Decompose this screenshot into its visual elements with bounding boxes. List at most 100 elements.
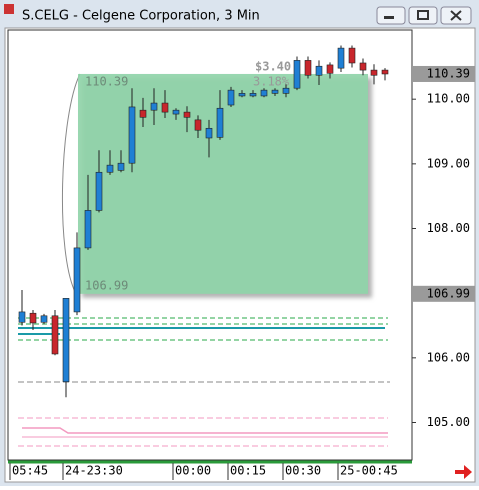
candle [150, 88, 158, 126]
candle [84, 174, 92, 250]
price-tag-label: 110.39 [427, 66, 470, 80]
candle-body [84, 210, 92, 249]
box-change: $3.40 [255, 59, 291, 73]
candle-body [128, 106, 136, 164]
candle [95, 150, 103, 213]
close-icon [450, 10, 462, 21]
x-tick-label: 25-00:45 [340, 464, 398, 478]
candle-body [326, 64, 334, 74]
level-line [22, 427, 388, 434]
candle [172, 108, 180, 120]
window-buttons[interactable] [376, 6, 472, 25]
measure-box [78, 73, 368, 294]
y-tick-label: 109.00 [427, 156, 470, 170]
candle-body [183, 111, 191, 118]
x-tick-label: 00:00 [175, 464, 211, 478]
minimize-button[interactable] [376, 6, 406, 25]
box-percent: 3.18% [253, 74, 290, 88]
candle [359, 58, 367, 76]
y-tick-label: 110.00 [427, 92, 470, 106]
candle-body [260, 89, 268, 97]
candle-body [29, 312, 37, 324]
app-icon [4, 4, 14, 14]
x-tick-label: 00:30 [285, 464, 321, 478]
candle-body [194, 119, 202, 131]
candle [18, 289, 26, 326]
window-title: S.CELG - Celgene Corporation, 3 Min [22, 9, 260, 24]
candle-body [139, 109, 147, 118]
box-high-label: 110.39 [85, 74, 128, 88]
candle [315, 60, 323, 85]
candle [227, 86, 235, 107]
candle-body [95, 171, 103, 211]
candle [73, 232, 81, 316]
candle-body [293, 60, 301, 89]
candle [40, 313, 48, 325]
candle [249, 90, 257, 98]
price-tag [413, 285, 475, 302]
candle [194, 115, 202, 138]
candle [348, 45, 356, 68]
candle-body [359, 62, 367, 71]
candle [139, 97, 147, 127]
candle [370, 64, 378, 85]
x-tick-label: 05:45 [12, 464, 48, 478]
candle [271, 88, 279, 96]
candle [128, 88, 136, 173]
candle-body [315, 65, 323, 76]
candle [304, 56, 312, 79]
candle-body [106, 164, 114, 173]
candle [337, 45, 345, 73]
candle [62, 298, 70, 398]
candle-body [40, 315, 48, 323]
candle-body [370, 69, 378, 76]
candle-body [337, 47, 345, 69]
candle [326, 62, 334, 79]
indicator-lines [18, 317, 390, 447]
x-tick-label: 24-23:30 [65, 464, 123, 478]
box-bracket [61, 73, 81, 295]
scroll-arrow[interactable] [455, 465, 472, 479]
candle [51, 309, 59, 356]
candle [117, 150, 125, 173]
candle-body [271, 89, 279, 94]
candle-body [238, 93, 246, 97]
maximize-icon [417, 10, 429, 20]
candle [161, 90, 169, 118]
candle-body [62, 298, 70, 383]
candle-body [51, 315, 59, 355]
y-tick-label: 105.00 [427, 415, 470, 429]
candle [381, 68, 389, 81]
candle-body [73, 247, 81, 313]
candle [106, 150, 114, 175]
candle-body [348, 47, 356, 64]
candle [183, 106, 191, 133]
box-low-label: 106.99 [85, 278, 128, 292]
candle-body [216, 107, 224, 138]
candle-body [304, 60, 312, 76]
x-tick-label: 00:15 [230, 464, 266, 478]
candle-body [18, 311, 26, 323]
candle [238, 90, 246, 98]
minimize-icon [384, 16, 394, 19]
candle [260, 88, 268, 98]
y-tick-label: 108.00 [427, 221, 470, 235]
candle [205, 119, 213, 158]
candle-body [150, 102, 158, 111]
price-tag-label: 106.99 [427, 286, 470, 300]
candle [216, 90, 224, 140]
y-tick-label: 106.00 [427, 350, 470, 364]
maximize-button[interactable] [408, 6, 438, 25]
candle-body [117, 162, 125, 171]
candle-body [381, 69, 389, 75]
candle-body [161, 102, 169, 113]
candle [29, 309, 37, 331]
candle-body [172, 109, 180, 115]
candle [293, 56, 301, 91]
candle [282, 84, 290, 98]
candle-body [205, 127, 213, 139]
candle-body [282, 87, 290, 94]
price-tag [413, 65, 475, 82]
